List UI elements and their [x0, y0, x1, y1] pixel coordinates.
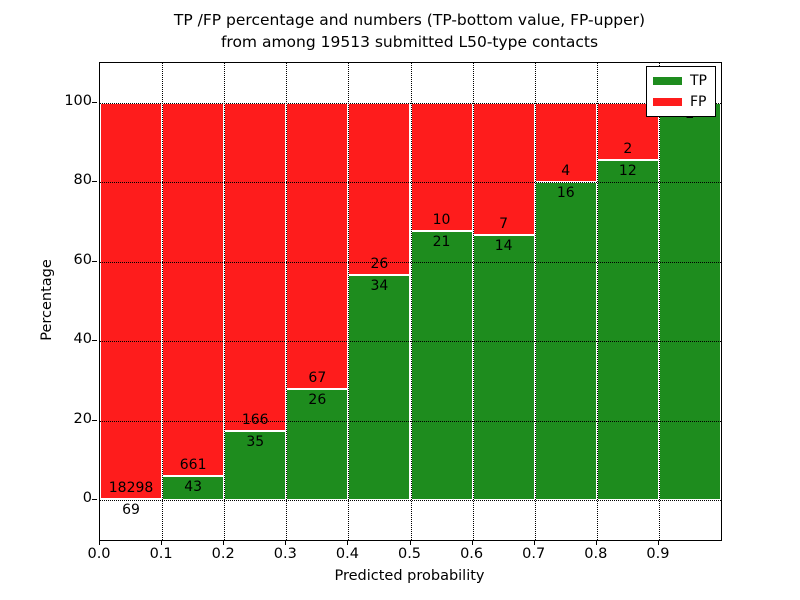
x-tick-mark — [409, 540, 411, 545]
horizontal-gridline — [100, 341, 721, 343]
fp-bar-segment — [162, 102, 225, 476]
fp-count-label: 7 — [499, 216, 509, 233]
y-tick-mark — [92, 499, 97, 501]
tp-count-label: 26 — [308, 392, 327, 409]
tp-color-swatch — [653, 77, 682, 86]
tp-count-label: 14 — [494, 238, 513, 255]
tp-count-label: 69 — [122, 501, 140, 518]
tp-bar-segment — [348, 275, 411, 501]
vertical-gridline — [534, 63, 536, 540]
chart-title-line1: TP /FP percentage and numbers (TP-bottom… — [173, 11, 646, 29]
fp-bar-segment — [100, 102, 163, 499]
x-tick-mark — [595, 540, 597, 545]
legend-entry-fp: FP — [647, 95, 715, 109]
tp-count-label: 21 — [432, 233, 451, 250]
fp-bar-segment — [224, 102, 287, 432]
y-tick-mark — [92, 101, 97, 103]
legend-label-fp: FP — [690, 93, 707, 110]
horizontal-gridline — [100, 182, 721, 184]
x-tick-mark — [471, 540, 473, 545]
vertical-gridline — [410, 63, 412, 540]
vertical-gridline — [348, 63, 350, 540]
x-tick-label: 0.0 — [87, 546, 111, 562]
fp-color-swatch — [653, 97, 682, 106]
plot-area: 1829869661431663567262634102171441621202 — [99, 62, 722, 541]
x-tick-mark — [285, 540, 287, 545]
x-tick-label: 0.9 — [646, 546, 670, 562]
chart-title-line2: from among 19513 submitted L50-type cont… — [220, 33, 599, 51]
horizontal-gridline — [100, 420, 721, 422]
tp-bar-segment — [286, 389, 349, 501]
x-tick-mark — [161, 540, 163, 545]
tp-bar-segment — [162, 475, 225, 501]
y-tick-mark — [92, 340, 97, 342]
x-tick-label: 0.6 — [460, 546, 484, 562]
tp-count-label: 35 — [246, 434, 265, 451]
fp-count-label: 661 — [179, 456, 207, 473]
tp-count-label: 12 — [618, 162, 637, 179]
y-tick-label: 80 — [73, 172, 92, 189]
horizontal-gridline — [100, 500, 721, 502]
horizontal-gridline — [100, 261, 721, 263]
y-tick-label: 100 — [64, 92, 92, 109]
x-axis-label: Predicted probability — [334, 568, 485, 584]
tp-bar-segment — [224, 431, 287, 501]
fp-bar-segment — [286, 102, 349, 390]
x-tick-label: 0.2 — [211, 546, 235, 562]
fp-count-label: 166 — [241, 412, 269, 429]
tp-count-label: 34 — [370, 278, 389, 294]
tp-bar-segment — [658, 102, 721, 501]
x-tick-label: 0.3 — [273, 546, 297, 562]
fp-count-label: 2 — [623, 140, 633, 157]
fp-count-label: 18298 — [108, 479, 154, 496]
x-tick-label: 0.4 — [335, 546, 359, 562]
y-tick-mark — [92, 181, 97, 183]
x-tick-label: 0.5 — [397, 546, 422, 562]
x-tick-mark — [223, 540, 225, 545]
y-axis-label: Percentage — [39, 259, 55, 341]
x-tick-label: 0.8 — [584, 546, 608, 562]
x-tick-mark — [533, 540, 535, 545]
vertical-gridline — [658, 63, 660, 540]
fp-bar-segment — [348, 102, 411, 275]
x-tick-mark — [347, 540, 349, 545]
y-tick-label: 60 — [73, 251, 92, 268]
y-tick-label: 40 — [73, 331, 92, 348]
fp-bar-segment — [472, 102, 535, 236]
y-tick-mark — [92, 419, 97, 421]
tp-bar-segment — [472, 235, 535, 501]
x-tick-mark — [99, 540, 100, 545]
tp-bar-segment — [596, 159, 659, 501]
vertical-gridline — [286, 63, 288, 540]
y-tick-mark — [92, 260, 97, 262]
x-tick-label: 0.7 — [522, 546, 546, 562]
legend-label-tp: TP — [690, 73, 707, 90]
vertical-gridline — [162, 63, 164, 540]
y-tick-label: 20 — [73, 410, 92, 427]
fp-count-label: 10 — [432, 211, 451, 228]
tp-count-label: 43 — [184, 478, 203, 495]
y-tick-label: 0 — [82, 490, 92, 507]
fp-count-label: 67 — [308, 370, 327, 387]
tp-bar-segment — [410, 230, 473, 501]
legend: TP FP — [646, 66, 716, 117]
vertical-gridline — [472, 63, 474, 540]
x-tick-label: 0.1 — [149, 546, 173, 562]
fp-bar-segment — [410, 102, 473, 231]
vertical-gridline — [224, 63, 226, 540]
horizontal-gridline — [100, 102, 721, 104]
fp-count-label: 26 — [370, 256, 389, 272]
fp-count-label: 4 — [561, 163, 571, 180]
legend-entry-tp: TP — [647, 74, 715, 88]
tp-count-label: 16 — [556, 185, 575, 202]
x-tick-mark — [657, 540, 659, 545]
vertical-gridline — [596, 63, 598, 540]
